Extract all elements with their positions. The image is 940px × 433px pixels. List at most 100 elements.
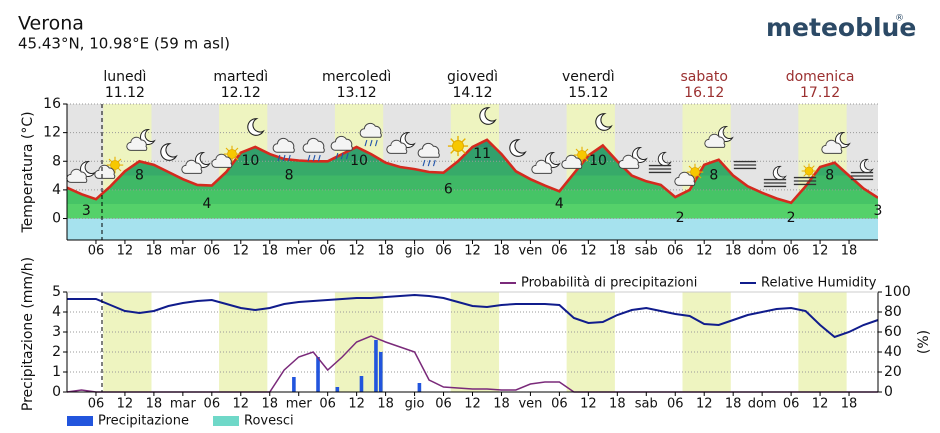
x-tick-label: 12 <box>233 244 250 259</box>
precipitation-bar <box>316 357 320 392</box>
y2-axis-label: (%) <box>916 330 932 354</box>
y2-tick-label: 40 <box>884 344 902 360</box>
x-tick-label: 18 <box>609 397 626 412</box>
y-tick-label: 4 <box>52 182 61 198</box>
legend-label: Precipitazione <box>98 414 189 429</box>
precipitation-bar <box>417 383 422 392</box>
x-tick-label: 06 <box>435 397 452 412</box>
x-tick-label: gio <box>405 244 425 259</box>
x-tick-label: ven <box>518 397 542 412</box>
day-date: 15.12 <box>568 85 608 101</box>
y-tick-label: 12 <box>43 125 61 141</box>
x-tick-label: 06 <box>783 244 800 259</box>
y2-tick-label: 20 <box>884 364 902 380</box>
x-tick-label: 12 <box>348 397 365 412</box>
y-tick-label: 0 <box>52 211 61 227</box>
y-tick-label: 4 <box>52 304 61 320</box>
day-name: sabato <box>681 69 728 85</box>
temperature-label: 3 <box>82 203 91 219</box>
y-tick-label: 3 <box>52 324 61 340</box>
y-tick-label: 2 <box>52 344 61 360</box>
day-date: 12.12 <box>221 85 261 101</box>
day-name: mercoledì <box>322 69 391 85</box>
x-tick-label: 06 <box>88 244 105 259</box>
x-tick-label: 18 <box>493 244 510 259</box>
x-tick-label: mer <box>286 244 313 259</box>
temperature-label: 8 <box>135 167 144 183</box>
x-tick-label: 18 <box>146 244 163 259</box>
y-tick-label: 16 <box>43 96 61 112</box>
precipitation-bar <box>374 340 378 392</box>
x-tick-label: dom <box>748 244 777 259</box>
day-name: domenica <box>786 69 855 85</box>
legend-swatch <box>213 416 239 426</box>
temperature-label: 2 <box>676 210 685 226</box>
temperature-label: 4 <box>555 196 564 212</box>
temperature-label: 10 <box>589 153 607 169</box>
x-tick-label: 06 <box>667 244 684 259</box>
brand-trademark: ® <box>895 14 904 24</box>
x-tick-label: 12 <box>117 397 134 412</box>
daylight-band <box>219 292 268 392</box>
x-tick-label: 12 <box>117 244 134 259</box>
x-tick-label: 12 <box>696 244 713 259</box>
x-tick-label: 06 <box>551 244 568 259</box>
y-axis-label: Temperatura (°C) <box>20 111 36 233</box>
x-tick-label: sab <box>635 397 658 412</box>
x-tick-label: 18 <box>493 397 510 412</box>
temperature-line <box>67 138 878 205</box>
x-tick-label: 18 <box>261 397 278 412</box>
day-name: giovedì <box>447 69 498 85</box>
x-tick-label: 12 <box>464 244 481 259</box>
x-tick-label: 06 <box>88 397 105 412</box>
legend-swatch <box>67 416 93 426</box>
location-coords: 45.43°N, 10.98°E (59 m asl) <box>18 35 230 53</box>
x-tick-label: 06 <box>204 244 221 259</box>
x-tick-label: mar <box>170 397 197 412</box>
x-tick-label: 06 <box>319 397 336 412</box>
brand-logo: meteoblue <box>766 13 916 42</box>
x-tick-label: 06 <box>435 244 452 259</box>
precipitation-bar <box>378 352 383 392</box>
x-tick-label: 12 <box>580 397 597 412</box>
x-tick-label: 12 <box>233 397 250 412</box>
day-name: lunedì <box>103 69 146 85</box>
temperature-label: 8 <box>709 167 718 183</box>
x-tick-label: 06 <box>551 397 568 412</box>
x-tick-label: 12 <box>580 244 597 259</box>
y-axis-label: Precipitazione (mm/h) <box>20 257 36 411</box>
x-tick-label: 12 <box>812 244 829 259</box>
precipitation-bar <box>335 387 340 392</box>
y-tick-label: 5 <box>52 284 61 300</box>
x-tick-label: 12 <box>812 397 829 412</box>
temperature-label: 8 <box>285 167 294 183</box>
legend-label: Probabilità di precipitazioni <box>521 276 697 291</box>
series-line <box>67 293 879 339</box>
day-date: 14.12 <box>452 85 492 101</box>
temperature-label: 6 <box>444 182 453 198</box>
legend-label: Rovesci <box>244 414 294 429</box>
x-tick-label: 18 <box>609 244 626 259</box>
daylight-band <box>798 292 847 392</box>
location-title: Verona <box>18 13 84 35</box>
y-tick-label: 0 <box>52 384 61 400</box>
x-tick-label: sab <box>635 244 658 259</box>
x-tick-label: 06 <box>667 397 684 412</box>
day-date: 13.12 <box>337 85 377 101</box>
weather-icon <box>801 163 817 179</box>
x-tick-label: 18 <box>377 244 394 259</box>
temperature-label: 11 <box>473 146 491 162</box>
y-tick-label: 1 <box>52 364 61 380</box>
precipitation-bar <box>292 377 296 392</box>
x-tick-label: 12 <box>696 397 713 412</box>
x-tick-label: mer <box>286 397 313 412</box>
x-tick-label: ven <box>518 244 542 259</box>
y-tick-label: 8 <box>52 153 61 169</box>
temperature-label: 10 <box>242 153 260 169</box>
daylight-band <box>450 292 500 392</box>
daylight-band <box>566 292 615 392</box>
x-tick-label: mar <box>170 244 197 259</box>
temperature-label: 3 <box>874 203 883 219</box>
legend-label: Relative Humidity <box>761 276 877 291</box>
